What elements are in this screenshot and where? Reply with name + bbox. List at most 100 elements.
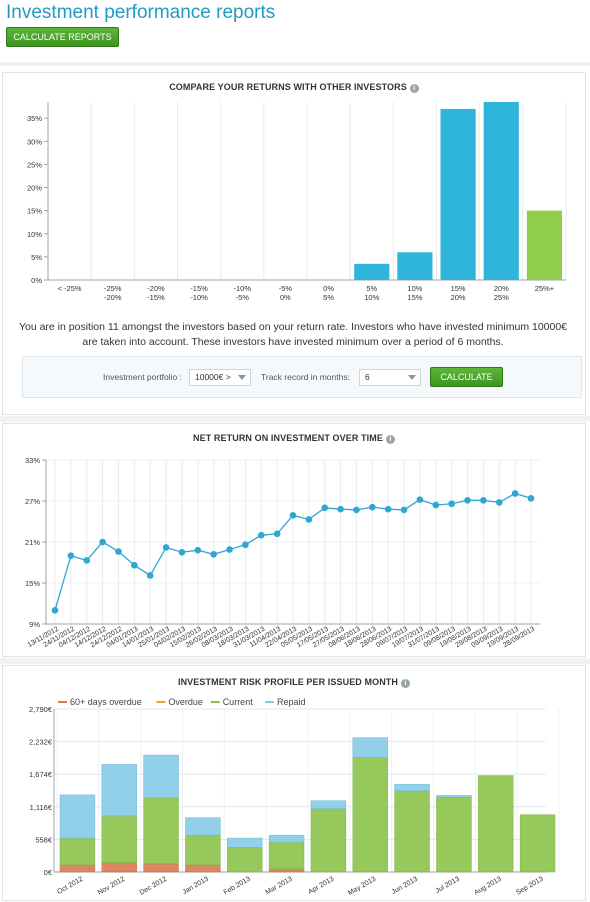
net-return-title-text: NET RETURN ON INVESTMENT OVER TIME (193, 433, 383, 443)
y-tick-label: 10% (27, 230, 42, 239)
bar-segment (143, 863, 179, 873)
data-point (51, 607, 59, 614)
bar (440, 108, 476, 281)
data-point (527, 494, 535, 502)
bar-segment (436, 795, 472, 798)
bar-segment (268, 841, 305, 870)
portfolio-select[interactable]: 10000€ > (189, 369, 251, 386)
data-point (146, 572, 154, 579)
risk-profile-title-text: INVESTMENT RISK PROFILE PER ISSUED MONTH (177, 677, 399, 687)
data-point (194, 546, 202, 554)
data-point (162, 544, 170, 551)
returns-distribution-chart: 0%5%10%15%20%25%30%35%< -25% -25%-20%-20%… (27, 102, 567, 302)
x-tick-label: Feb 2013 (223, 876, 252, 897)
info-icon[interactable]: i (401, 679, 411, 688)
x-tick-label: -15% (147, 293, 165, 302)
bar-segment (227, 847, 263, 873)
y-tick-label: 558€ (35, 835, 53, 844)
bar-segment (352, 757, 388, 873)
x-tick-label: 10% (364, 293, 379, 302)
x-tick-label: Sep 2013 (515, 876, 545, 897)
bar-segment (143, 754, 179, 799)
y-tick-label: 35% (27, 114, 42, 123)
x-tick-label: Jan 2013 (181, 876, 210, 897)
bar-segment (101, 764, 137, 817)
calculate-button[interactable]: CALCULATE (430, 367, 503, 387)
data-point (115, 548, 122, 555)
x-tick-label: 15% (407, 293, 422, 302)
x-tick-label: < -25% (58, 284, 82, 293)
y-tick-label: 1,674€ (29, 770, 53, 779)
bar-segment (59, 837, 96, 866)
x-tick-label: Dec 2012 (139, 876, 169, 897)
bar-segment (310, 808, 347, 873)
compare-returns-title: COMPARE YOUR RETURNS WITH OTHER INVESTOR… (3, 82, 585, 93)
bar-segment (185, 834, 221, 866)
net-return-title: NET RETURN ON INVESTMENT OVER TIME i (3, 433, 585, 444)
calculate-reports-button[interactable]: CALCULATE REPORTS (6, 27, 119, 47)
chevron-down-icon (238, 375, 246, 380)
bar-segment (478, 775, 514, 873)
info-icon[interactable]: i (409, 84, 419, 93)
x-tick-label: May 2013 (347, 876, 377, 897)
data-point (321, 504, 329, 512)
y-tick-label: 21% (25, 538, 40, 547)
portfolio-select-value: 10000€ > (195, 372, 231, 382)
net-return-chart: 9%15%21%27%33%13/11/201224/11/201204/12/… (25, 456, 540, 649)
y-tick-label: 33% (25, 456, 40, 465)
y-tick-label: 25% (27, 160, 42, 169)
data-point (257, 531, 265, 539)
track-record-select[interactable]: 6 (359, 369, 421, 386)
x-tick-label: 0% (323, 284, 334, 293)
data-point (210, 551, 217, 558)
data-point (400, 506, 408, 514)
filter-form: Investment portfolio : 10000€ > Track re… (22, 356, 582, 398)
x-tick-label: -5% (236, 293, 250, 302)
data-point (67, 552, 75, 559)
x-tick-label: 0% (280, 293, 291, 302)
portfolio-label: Investment portfolio : (103, 372, 182, 382)
bar (483, 102, 519, 280)
x-tick-label: -10% (233, 284, 251, 293)
bar-segment (352, 737, 388, 758)
data-point (289, 512, 297, 519)
bar-segment (59, 794, 96, 839)
bar-segment (310, 800, 347, 810)
legend-label: 60+ days overdue (70, 697, 142, 707)
position-description: You are in position 11 amongst the inves… (18, 321, 568, 348)
bar-segment (519, 814, 556, 873)
data-point (416, 496, 424, 503)
compare-returns-title-text: COMPARE YOUR RETURNS WITH OTHER INVESTOR… (169, 82, 407, 92)
track-record-select-value: 6 (365, 372, 370, 382)
x-tick-label: -25% (104, 284, 122, 293)
x-tick-label: 25%+ (535, 284, 555, 293)
data-point (480, 497, 487, 504)
y-tick-label: 2,790€ (29, 705, 53, 714)
y-tick-label: 2,232€ (29, 738, 53, 747)
x-tick-label: 5% (366, 284, 377, 293)
y-tick-label: 0€ (44, 868, 53, 877)
data-point (511, 490, 519, 497)
x-tick-label: 5% (323, 293, 334, 302)
bar (354, 263, 390, 280)
data-point (464, 497, 471, 504)
data-point (495, 499, 503, 506)
bar-segment (268, 834, 305, 843)
bar-segment (59, 864, 96, 873)
bar (397, 252, 433, 280)
y-tick-label: 15% (27, 207, 42, 216)
risk-profile-chart: 0€ 558€ 1,116€ 1,674€ 2,232€ 2,790€ Oct 2012 No… (29, 697, 560, 897)
risk-profile-title: INVESTMENT RISK PROFILE PER ISSUED MONTH… (3, 677, 585, 688)
bar-segment (227, 837, 263, 848)
bar-segment (101, 815, 137, 863)
section-separator (0, 658, 590, 664)
bar-segment (394, 784, 430, 792)
data-point (226, 546, 233, 553)
info-icon[interactable]: i (385, 435, 395, 444)
bar-segment (185, 817, 221, 836)
x-tick-label: 20% (494, 284, 509, 293)
x-tick-label: Oct 2012 (56, 876, 84, 896)
x-tick-label: -20% (147, 284, 165, 293)
x-tick-label: -20% (104, 293, 122, 302)
data-point (178, 548, 186, 556)
